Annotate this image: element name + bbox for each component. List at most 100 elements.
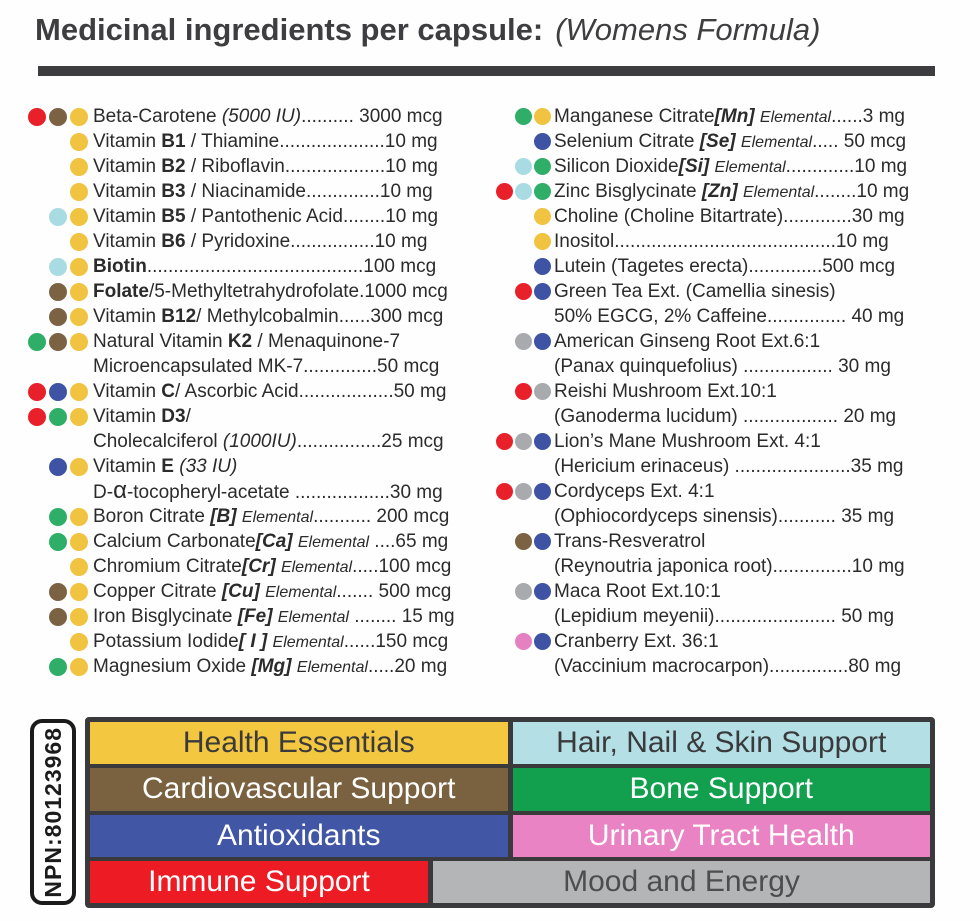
category-dots (25, 182, 88, 201)
category-dot-green (49, 407, 67, 426)
legend-item-cardiovascular-support: Cardiovascular Support (90, 768, 508, 811)
ingredient-text: Beta-Carotene (5000 IU).......... 3000 m… (93, 105, 443, 127)
ingredient-row: Vitamin B6 / Pyridoxine................1… (25, 229, 485, 254)
category-dot-yellow (70, 257, 88, 276)
category-dot-yellow (70, 407, 88, 426)
page-title-main: Medicinal ingredients per capsule: (35, 12, 544, 47)
ingredient-text: Zinc Bisglycinate [Zn] Elemental........… (554, 180, 910, 202)
category-dots (25, 207, 88, 226)
category-dot-blue (534, 583, 551, 600)
category-dot-yellow (70, 282, 88, 301)
category-dots (25, 457, 88, 476)
category-dots (495, 383, 551, 400)
npn-badge: NPN:80123968 (30, 719, 76, 905)
ingredient-row: American Ginseng Root Ext.6:1 (495, 329, 955, 354)
ingredient-row: Zinc Bisglycinate [Zn] Elemental........… (495, 179, 955, 204)
page-title: Medicinal ingredients per capsule: (Women… (35, 12, 820, 48)
ingredient-text: Choline (Choline Bitartrate)............… (554, 205, 905, 227)
legend-item-immune-support: Immune Support (90, 860, 428, 903)
category-dot-blue (534, 433, 551, 450)
ingredient-row: (Panax quinquefolius) ................. … (495, 354, 955, 379)
ingredient-row: (Ophiocordyceps sinensis)........... 35 … (495, 504, 955, 529)
ingredient-row: Cordyceps Ext. 4:1 (495, 479, 955, 504)
ingredient-row: 50% EGCG, 2% Caffeine............... 40 … (495, 304, 955, 329)
category-dots (495, 233, 551, 250)
category-dot-lightblue (49, 257, 67, 276)
ingredient-row: Green Tea Ext. (Camellia sinesis) (495, 279, 955, 304)
ingredient-text: Microencapsulated MK-7..............50 m… (93, 355, 440, 377)
ingredient-row: Inositol................................… (495, 229, 955, 254)
category-dots (495, 433, 551, 450)
ingredient-text: (Lepidium meyenii)......................… (554, 605, 895, 627)
ingredient-text: Silicon Dioxide[Si] Elemental...........… (554, 155, 908, 177)
category-dot-brown (49, 282, 67, 301)
legend-row: Antioxidants Urinary Tract Health (90, 814, 930, 857)
ingredient-text: Cholecalciferol (1000IU)................… (93, 430, 444, 452)
ingredient-row: Magnesium Oxide [Mg] Elemental.....20 mg (25, 654, 485, 679)
legend-item-bone-support: Bone Support (512, 768, 930, 811)
category-dot-red (496, 433, 513, 450)
category-dot-yellow (70, 107, 88, 126)
category-dot-yellow (70, 632, 88, 651)
category-dots (25, 582, 88, 601)
ingredient-text: Boron Citrate [B] Elemental........... 2… (93, 505, 450, 527)
category-dot-gray (515, 433, 532, 450)
ingredient-text: (Ophiocordyceps sinensis)........... 35 … (554, 505, 895, 527)
ingredient-text: Vitamin B5 / Pantothenic Acid........10 … (93, 205, 439, 227)
ingredient-text: Manganese Citrate[Mn] Elemental......3 m… (554, 105, 905, 127)
ingredient-row: (Ganoderma lucidum) .................. 2… (495, 404, 955, 429)
ingredient-row: Manganese Citrate[Mn] Elemental......3 m… (495, 104, 955, 129)
category-dot-brown (49, 582, 67, 601)
category-dot-brown (515, 533, 532, 550)
category-dots (25, 307, 88, 326)
category-dot-yellow (70, 132, 88, 151)
ingredient-text: Potassium Iodide[ I ] Elemental......150… (93, 630, 449, 652)
ingredient-text: Folate/5-Methyltetrahydrofolate.1000 mcg (93, 280, 448, 302)
category-dots (495, 483, 551, 500)
ingredients-left-column: Beta-Carotene (5000 IU).......... 3000 m… (25, 104, 485, 679)
ingredient-row: Folate/5-Methyltetrahydrofolate.1000 mcg (25, 279, 485, 304)
ingredient-row: Vitamin D3/ (25, 404, 485, 429)
category-dot-blue (534, 533, 551, 550)
ingredient-row: Selenium Citrate [Se] Elemental..... 50 … (495, 129, 955, 154)
ingredient-text: (Panax quinquefolius) ................. … (554, 355, 891, 377)
ingredient-text: Natural Vitamin K2 / Menaquinone-7 (93, 330, 401, 352)
category-dots (25, 282, 88, 301)
ingredient-row: Vitamin B5 / Pantothenic Acid........10 … (25, 204, 485, 229)
category-dot-blue (49, 382, 67, 401)
category-dot-yellow (70, 582, 88, 601)
ingredient-text: (Hericium erinaceus) ...................… (554, 455, 904, 477)
ingredient-text: Biotin..................................… (93, 255, 437, 277)
ingredient-text: Vitamin B6 / Pyridoxine................1… (93, 230, 428, 252)
ingredient-text: Green Tea Ext. (Camellia sinesis) (554, 280, 836, 302)
legend-item-urinary-tract-health: Urinary Tract Health (512, 814, 930, 857)
category-dots (495, 283, 551, 300)
category-dot-brown (49, 332, 67, 351)
category-dots (25, 157, 88, 176)
ingredient-row: Cholecalciferol (1000IU)................… (25, 429, 485, 454)
category-dot-blue (534, 133, 551, 150)
category-dot-yellow (70, 332, 88, 351)
category-dot-yellow (70, 607, 88, 626)
category-dot-pink (515, 633, 532, 650)
ingredient-row: Lutein (Tagetes erecta)..............500… (495, 254, 955, 279)
category-dot-blue (534, 283, 551, 300)
ingredient-text: Chromium Citrate[Cr] Elemental.....100 m… (93, 555, 452, 577)
category-dot-yellow (70, 157, 88, 176)
legend-row: Health Essentials Hair, Nail & Skin Suppo… (90, 722, 930, 765)
category-dot-red (28, 407, 46, 426)
ingredient-text: Cranberry Ext. 36:1 (554, 630, 719, 652)
ingredient-row: Microencapsulated MK-7..............50 m… (25, 354, 485, 379)
ingredient-row: Calcium Carbonate[Ca] Elemental ....65 m… (25, 529, 485, 554)
ingredient-row: Maca Root Ext.10:1 (495, 579, 955, 604)
ingredient-row: Vitamin C/ Ascorbic Acid................… (25, 379, 485, 404)
legend-grid: Health Essentials Hair, Nail & Skin Suppo… (85, 717, 935, 908)
ingredient-text: 50% EGCG, 2% Caffeine............... 40 … (554, 305, 905, 327)
category-dot-green (28, 332, 46, 351)
ingredient-row: Vitamin B2 / Riboflavin.................… (25, 154, 485, 179)
category-dots (495, 158, 551, 175)
category-dots (495, 533, 551, 550)
category-dot-yellow (70, 457, 88, 476)
category-dots (25, 657, 88, 676)
category-dots (25, 257, 88, 276)
